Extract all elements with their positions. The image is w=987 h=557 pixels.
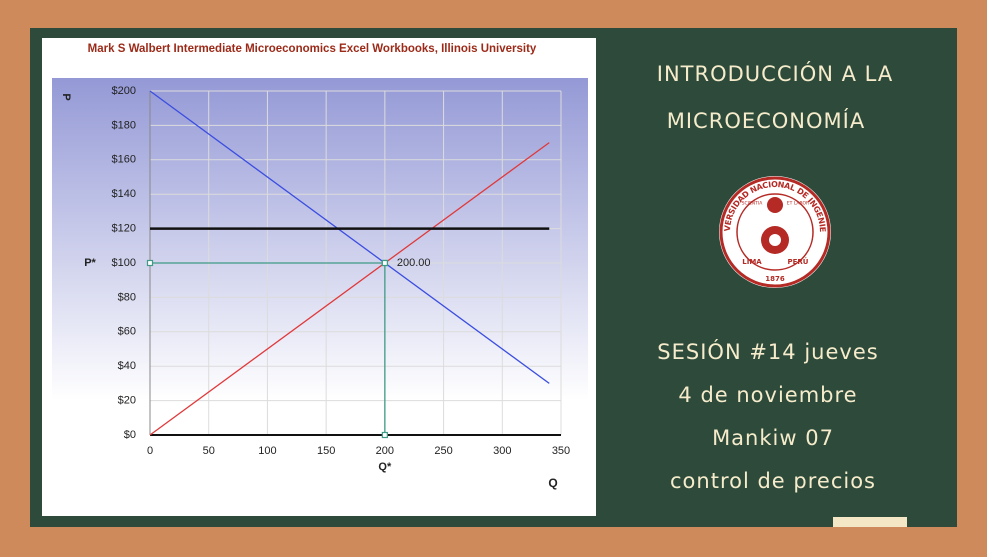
heading-line: INTRODUCCIÓN A LA (657, 61, 893, 86)
y-tick-label: $40 (118, 360, 136, 372)
logo-text: ET LABOR (787, 201, 809, 207)
x-tick-label: 300 (493, 445, 511, 457)
session-line: SESIÓN #14 jueves (657, 339, 878, 364)
y-tick-label: $20 (118, 395, 136, 407)
logo-gear-hole (769, 234, 781, 246)
annotation: Q* (378, 461, 392, 473)
point-marker (381, 259, 388, 267)
logo-head (767, 197, 783, 213)
series-line (149, 142, 550, 436)
chart-title: Mark S Walbert Intermediate Microeconomi… (88, 43, 537, 55)
logo-text: LIMA (742, 258, 762, 266)
y-tick-label: $120 (112, 223, 136, 235)
y-axis-label: P (60, 93, 72, 100)
x-tick-label: 50 (203, 445, 215, 457)
y-tick-label: $160 (112, 154, 136, 166)
logo-ring (736, 193, 814, 271)
annotation: P* (84, 257, 96, 269)
x-tick-label: 100 (258, 445, 276, 457)
logo-ring (719, 176, 831, 288)
session-line: control de precios (670, 469, 876, 493)
session-line: Mankiw 07 (712, 426, 834, 450)
y-tick-label: $80 (118, 291, 136, 303)
x-tick-label: 150 (317, 445, 335, 457)
annotation: 200.00 (397, 257, 431, 269)
logo-text: 1876 (765, 275, 785, 283)
point-marker (381, 431, 388, 439)
point-marker (146, 259, 154, 267)
x-tick-label: 200 (376, 445, 394, 457)
y-tick-label: $200 (112, 85, 136, 97)
heading-line: MICROECONOMÍA (667, 108, 865, 133)
y-tick-label: $100 (112, 257, 136, 269)
x-axis-label: Q (548, 476, 557, 490)
series-line (149, 90, 550, 384)
logo-text: PERÚ (788, 257, 809, 266)
y-tick-label: $140 (112, 188, 136, 200)
plot: $0 $20 $40 $60 $80 $100 $120 $140 $160 $180 $200 0 5… (84, 85, 570, 473)
session-line: 4 de noviembre (678, 383, 857, 407)
chalk (833, 517, 907, 527)
y-tick-label: $60 (118, 326, 136, 338)
y-tick-label: $0 (124, 429, 136, 441)
y-tick-label: $180 (112, 119, 136, 131)
logo-text: SCIENTIA (742, 201, 764, 207)
x-tick-label: 350 (552, 445, 570, 457)
plot-background (52, 78, 588, 508)
x-tick-label: 250 (434, 445, 452, 457)
x-tick-label: 0 (147, 445, 153, 457)
